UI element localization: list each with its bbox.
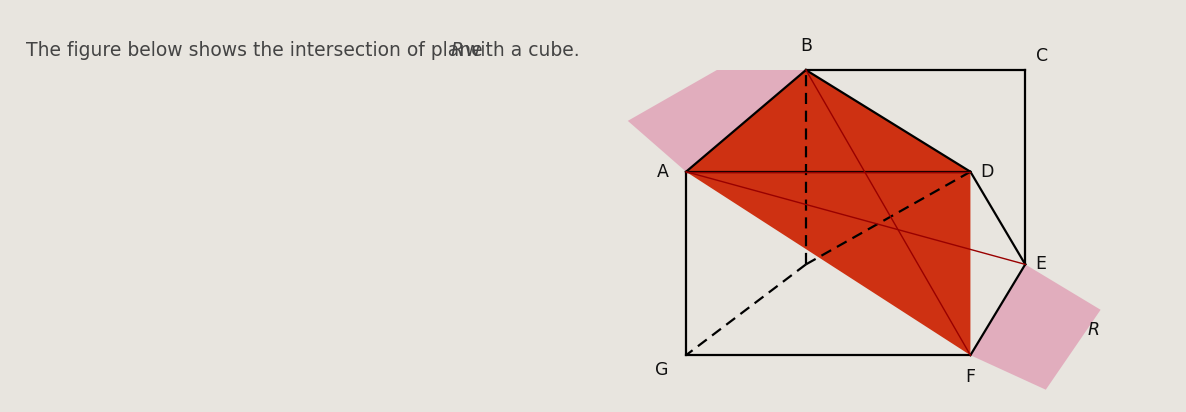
Polygon shape [627,70,806,172]
Text: B: B [799,37,812,56]
Text: C: C [1035,47,1047,65]
Text: The figure below shows the intersection of plane: The figure below shows the intersection … [26,41,489,60]
Text: D: D [981,163,994,181]
Polygon shape [686,70,970,355]
Text: G: G [656,360,669,379]
Polygon shape [970,265,1101,390]
Text: R: R [451,41,464,60]
Text: F: F [965,368,975,386]
Text: A: A [657,163,669,181]
Text: E: E [1035,255,1046,274]
Text: R: R [1088,321,1099,339]
Text: with a cube.: with a cube. [459,41,580,60]
